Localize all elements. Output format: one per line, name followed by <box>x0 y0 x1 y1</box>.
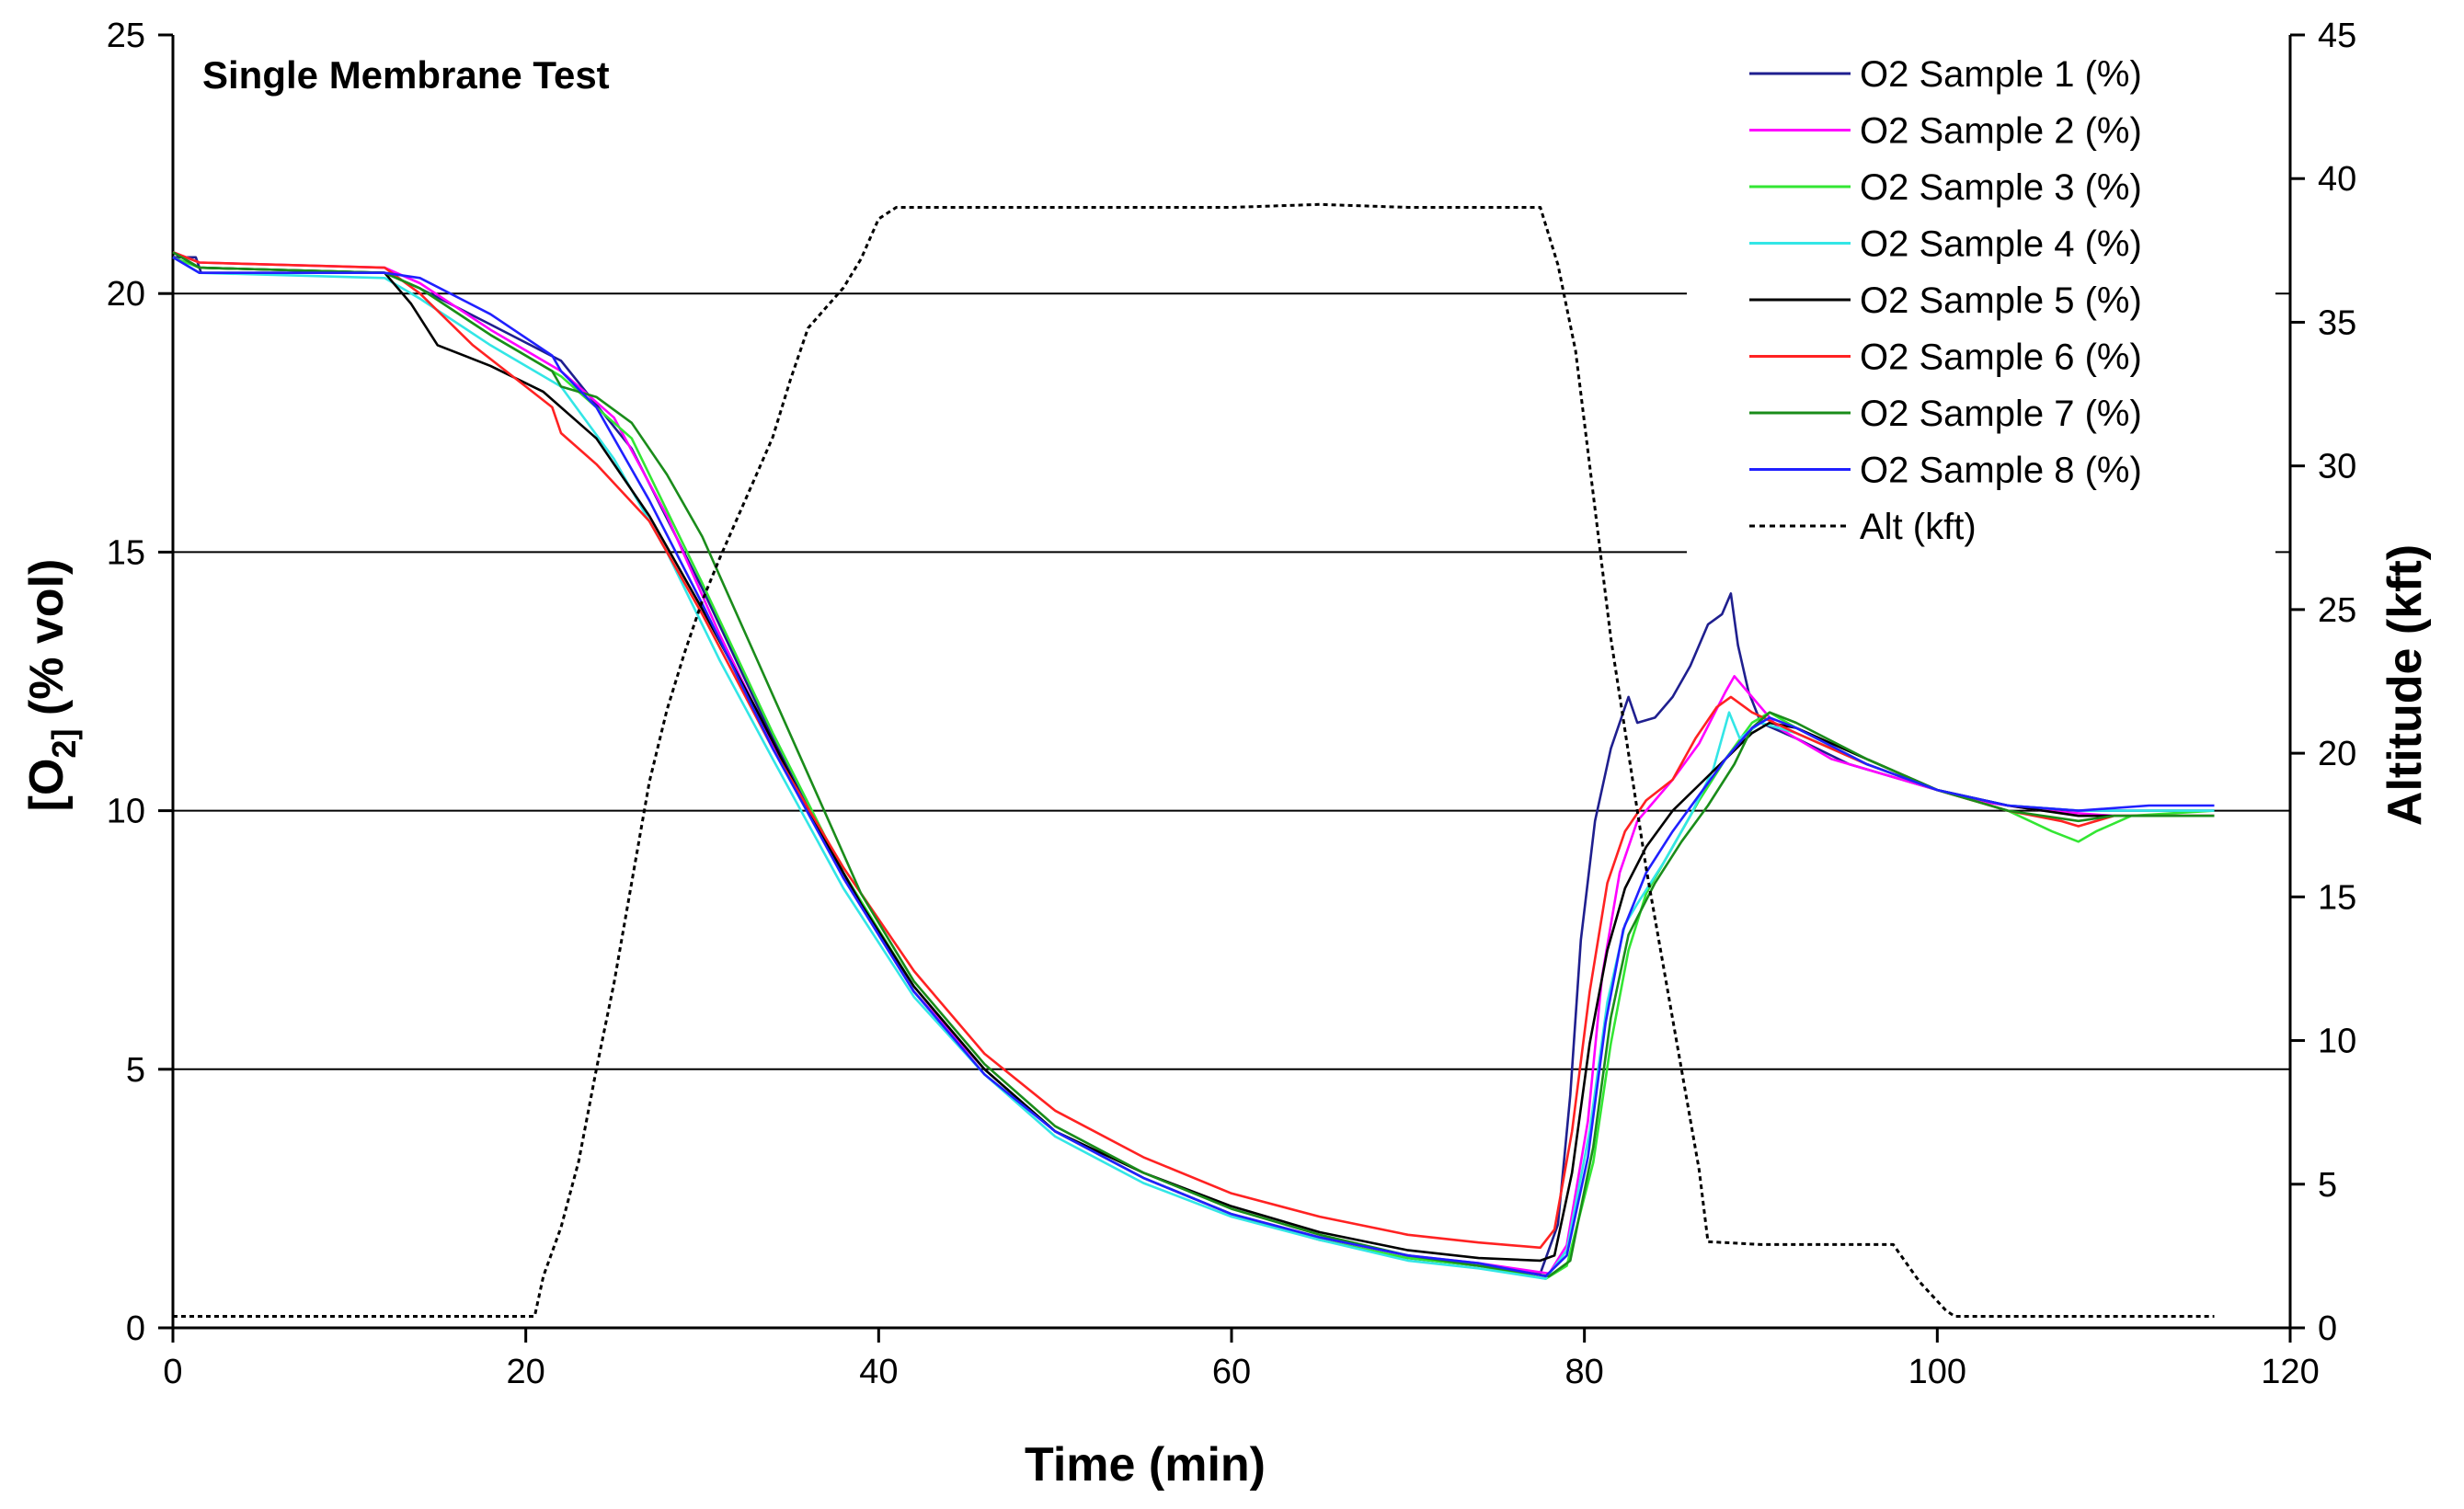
y-tick-label-right-4: 20 <box>2318 735 2356 773</box>
x-tick-label-5: 100 <box>1908 1353 1966 1391</box>
series-line-8 <box>172 256 2215 1278</box>
x-tick-label-0: 0 <box>163 1353 182 1391</box>
legend-label-7: O2 Sample 7 (%) <box>1860 394 2142 434</box>
y-axis-title-subscript: 2] <box>45 729 83 759</box>
y-tick-label-right-8: 40 <box>2318 160 2356 199</box>
series-lines <box>172 202 2215 1318</box>
y-tick-label-right-0: 0 <box>2318 1309 2337 1348</box>
chart-title: Single Membrane Test <box>202 53 610 97</box>
y-axis-title-right: Altitude (kft) <box>2378 544 2432 826</box>
y-tick-label-right-5: 25 <box>2318 591 2356 630</box>
x-tick-label-1: 20 <box>507 1353 545 1391</box>
x-tick-label-6: 120 <box>2261 1353 2319 1391</box>
y-tick-label-left-4: 20 <box>107 275 145 314</box>
legend-label-1: O2 Sample 1 (%) <box>1860 54 2142 95</box>
legend-label-5: O2 Sample 5 (%) <box>1860 280 2142 321</box>
x-tick-label-4: 80 <box>1565 1353 1604 1391</box>
y-tick-label-right-6: 30 <box>2318 448 2356 486</box>
legend-label-6: O2 Sample 6 (%) <box>1860 337 2142 378</box>
y-tick-label-right-9: 45 <box>2318 17 2356 55</box>
legend: O2 Sample 1 (%) O2 Sample 2 (%) O2 Sample … <box>1687 28 2275 561</box>
legend-label-3: O2 Sample 3 (%) <box>1860 167 2142 208</box>
y-axis-title-main: [O <box>20 759 74 812</box>
legend-label-2: O2 Sample 2 (%) <box>1860 111 2142 152</box>
legend-label-4: O2 Sample 4 (%) <box>1860 224 2142 265</box>
legend-label-8: O2 Sample 8 (%) <box>1860 451 2142 491</box>
x-tick-label-2: 40 <box>859 1353 898 1391</box>
y-tick-label-right-2: 10 <box>2318 1023 2356 1061</box>
series-line-5 <box>172 251 2215 1263</box>
series-line-7 <box>172 251 2215 1278</box>
y-tick-label-right-3: 15 <box>2318 878 2356 917</box>
series-line-9 <box>173 202 2215 1318</box>
y-tick-label-left-5: 25 <box>107 17 145 55</box>
y-tick-label-left-3: 15 <box>107 533 145 572</box>
y-tick-label-left-1: 5 <box>126 1051 145 1090</box>
y-axis-title-left: [O2] (% vol) <box>20 559 83 812</box>
y-tick-label-left-2: 10 <box>107 793 145 831</box>
legend-background <box>1687 28 2275 561</box>
y-tick-label-right-7: 35 <box>2318 303 2356 342</box>
y-tick-label-left-0: 0 <box>126 1309 145 1348</box>
x-tick-label-3: 60 <box>1212 1353 1251 1391</box>
legend-label-9: Alt (kft) <box>1860 507 1977 547</box>
series-line-6 <box>172 250 2215 1250</box>
y-tick-label-right-1: 5 <box>2318 1166 2337 1205</box>
y-axis-title-rest: (% vol) <box>20 559 74 729</box>
tick-labels: 0 20 40 60 80 100 120 0 5 10 15 20 25 0 5 10 15 20 25 30 35 4… <box>107 17 2357 1391</box>
x-axis-title: Time (min) <box>1025 1438 1266 1492</box>
